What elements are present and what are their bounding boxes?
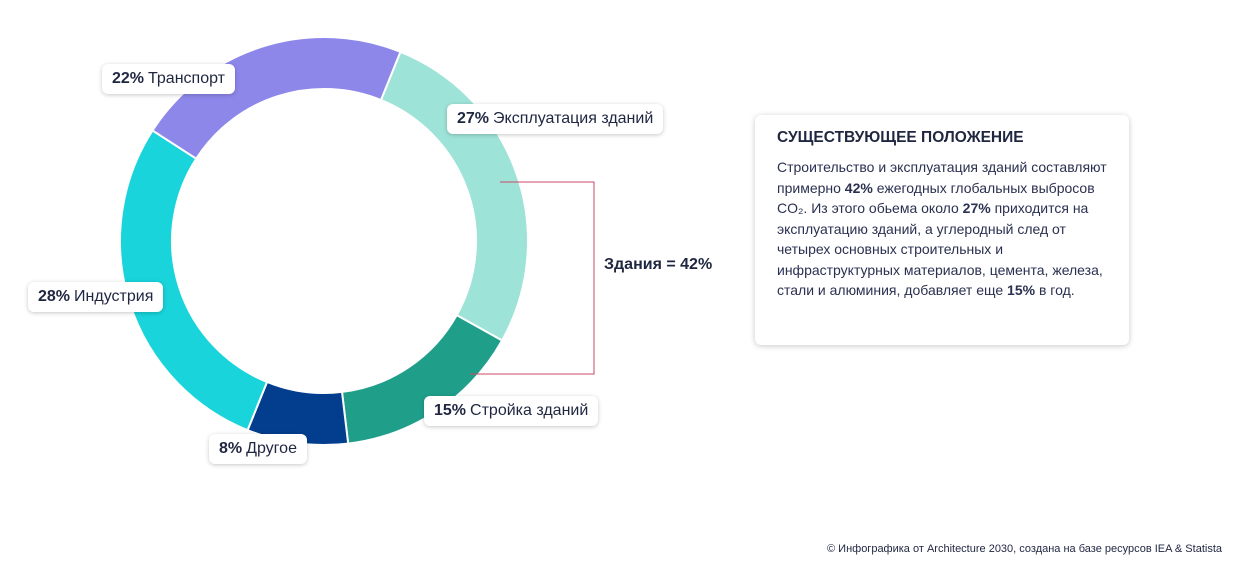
slice-4 bbox=[119, 129, 269, 432]
info-title: СУЩЕСТВУЮЩЕЕ ПОЛОЖЕНИЕ bbox=[777, 129, 1024, 146]
buildings-bracket bbox=[470, 181, 595, 375]
info-text: Строительство и эксплуатация зданий сост… bbox=[777, 159, 1107, 298]
label-operation: 27% Эксплуатация зданий bbox=[447, 104, 664, 134]
label-transport: 22% Транспорт bbox=[102, 64, 235, 94]
buildings-total-label: Здания = 42% bbox=[604, 256, 713, 273]
slice-5 bbox=[151, 36, 402, 161]
info-panel: СУЩЕСТВУЮЩЕЕ ПОЛОЖЕНИЕ Строительство и э… bbox=[755, 115, 1129, 345]
label-other: 8% Другое bbox=[209, 434, 307, 464]
slice-1 bbox=[379, 50, 529, 342]
credit-text: © Инфографика от Architecture 2030, созд… bbox=[827, 543, 1222, 555]
label-construction: 15% Стройка зданий bbox=[424, 396, 599, 426]
label-industry: 28% Индустрия bbox=[28, 282, 164, 312]
